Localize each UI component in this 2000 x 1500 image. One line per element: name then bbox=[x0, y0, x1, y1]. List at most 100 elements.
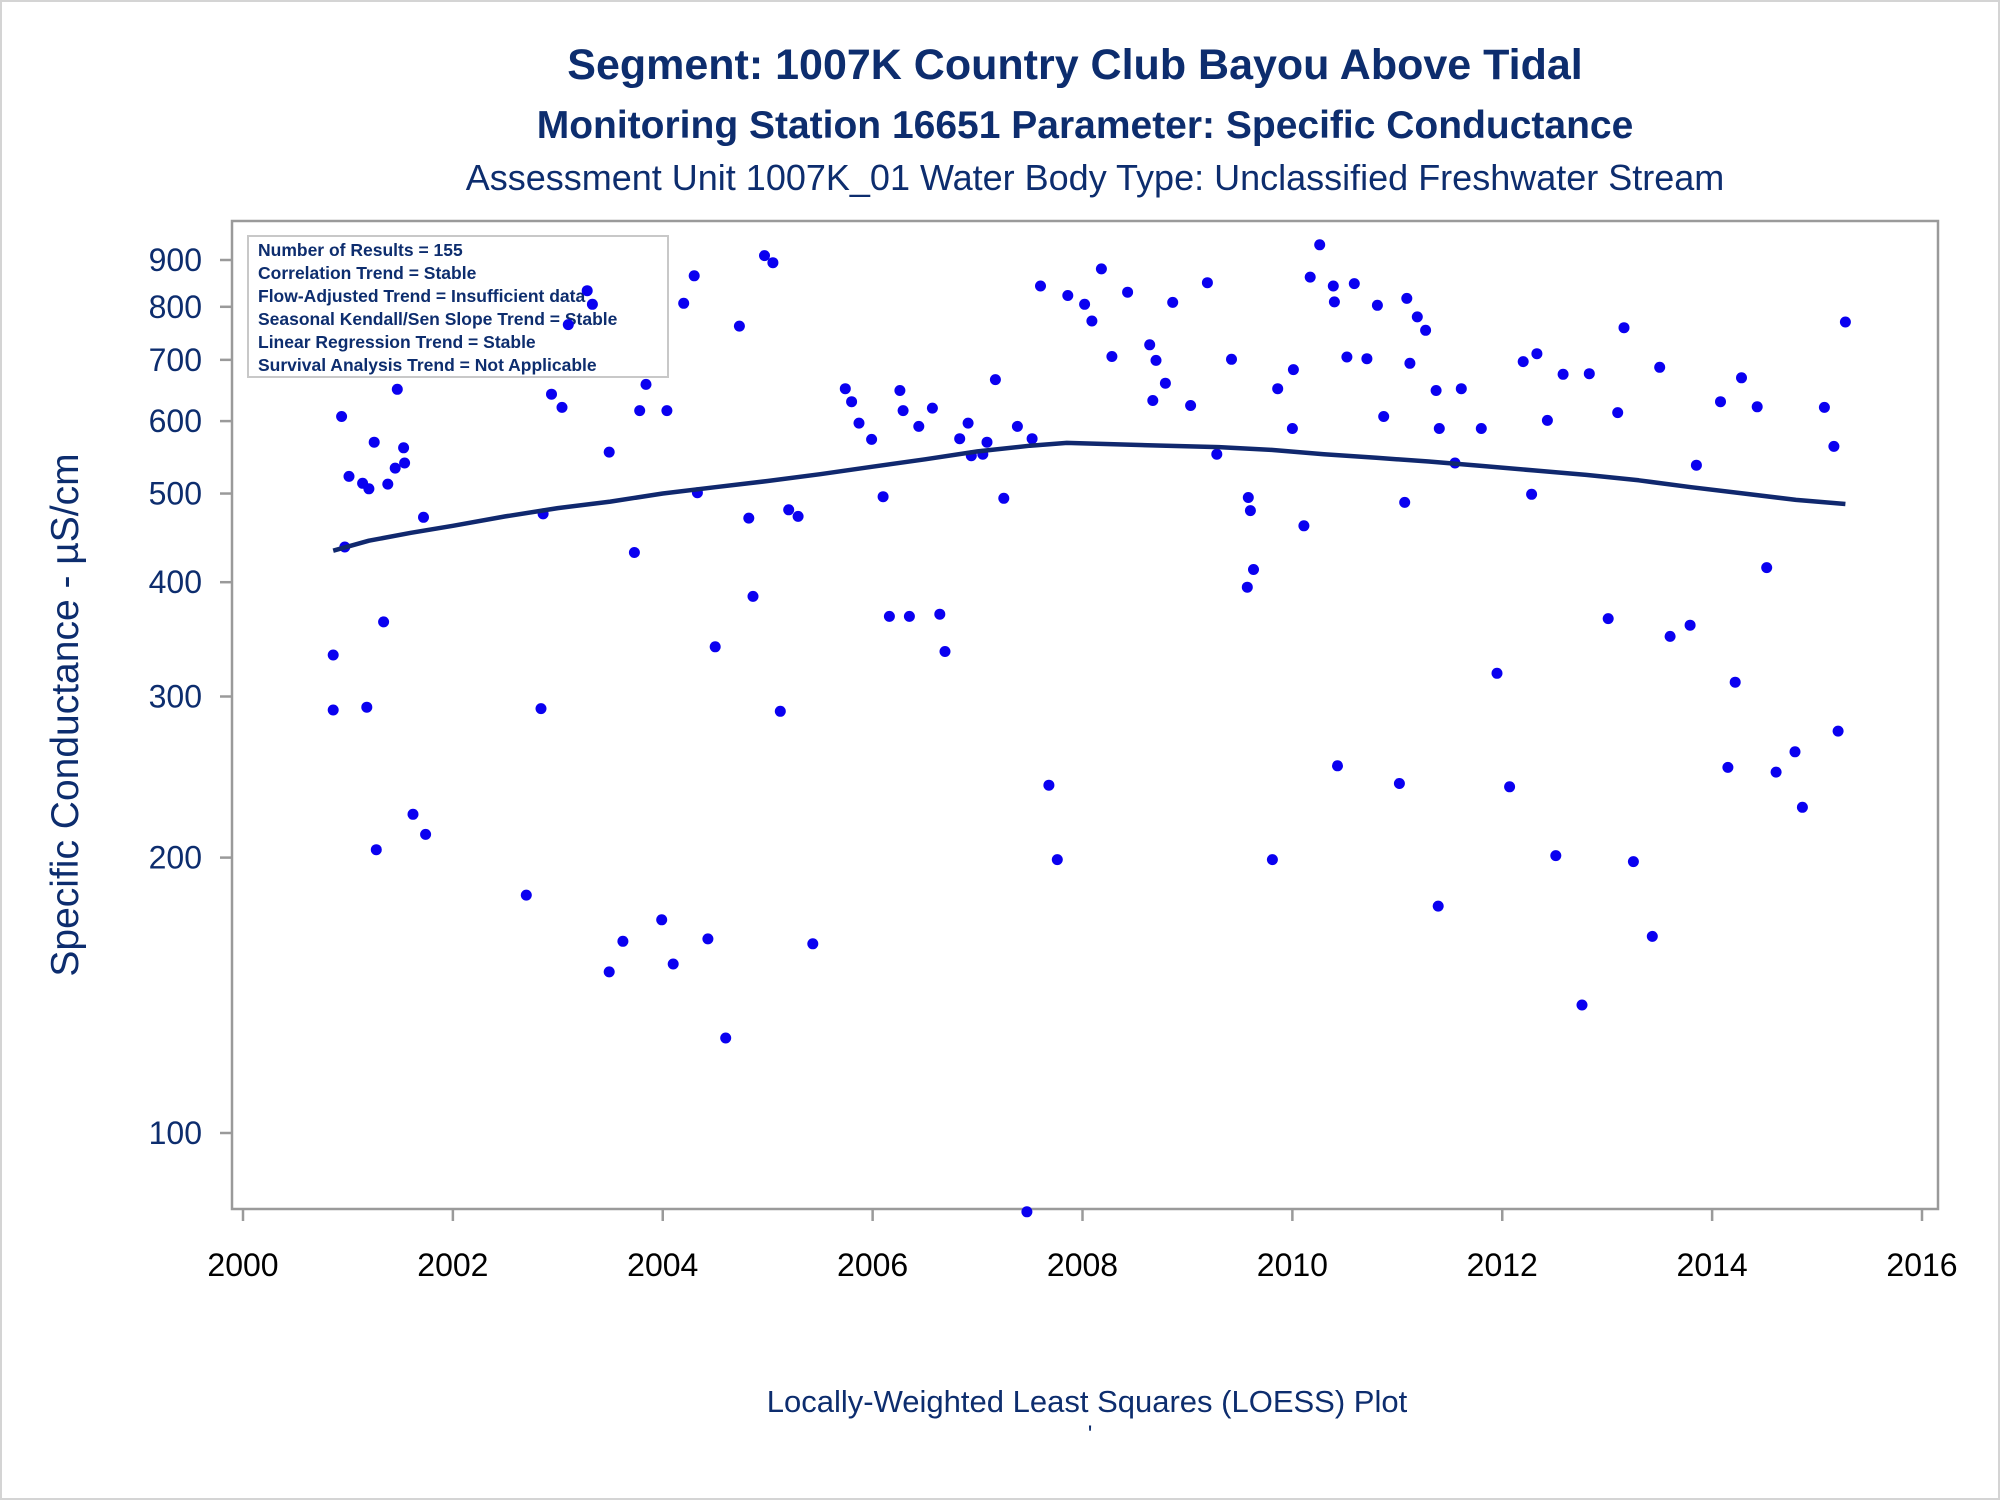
data-point bbox=[1349, 278, 1360, 289]
data-point bbox=[775, 706, 786, 717]
loess-chart: Segment: 1007K Country Club Bayou Above … bbox=[0, 0, 2000, 1500]
data-point bbox=[1420, 325, 1431, 336]
data-point bbox=[678, 298, 689, 309]
data-point bbox=[1378, 411, 1389, 422]
data-point bbox=[1840, 317, 1851, 328]
data-point bbox=[1160, 378, 1171, 389]
data-point bbox=[1619, 322, 1630, 333]
data-point bbox=[1242, 582, 1253, 593]
data-point bbox=[661, 405, 672, 416]
data-point bbox=[563, 319, 574, 330]
y-tick-label: 400 bbox=[149, 564, 202, 600]
data-point bbox=[1305, 272, 1316, 283]
data-point bbox=[689, 270, 700, 281]
x-tick-label: 2010 bbox=[1257, 1247, 1328, 1283]
data-point bbox=[1761, 562, 1772, 573]
data-point bbox=[743, 513, 754, 524]
data-point bbox=[582, 285, 593, 296]
data-point bbox=[1035, 281, 1046, 292]
data-point bbox=[1603, 613, 1614, 624]
data-point bbox=[604, 966, 615, 977]
data-point bbox=[371, 844, 382, 855]
data-point bbox=[710, 641, 721, 652]
data-point bbox=[398, 442, 409, 453]
stats-line-linear-regression: Linear Regression Trend = Stable bbox=[258, 332, 536, 352]
data-point bbox=[369, 437, 380, 448]
data-point bbox=[1736, 372, 1747, 383]
data-point bbox=[840, 383, 851, 394]
data-point bbox=[940, 646, 951, 657]
data-point bbox=[604, 447, 615, 458]
data-point bbox=[1628, 856, 1639, 867]
data-point bbox=[1248, 564, 1259, 575]
loess-curve bbox=[333, 443, 1845, 551]
data-point bbox=[1550, 850, 1561, 861]
data-point bbox=[382, 479, 393, 490]
data-point bbox=[1211, 449, 1222, 460]
data-point bbox=[990, 374, 1001, 385]
data-point bbox=[963, 418, 974, 429]
data-point bbox=[1185, 400, 1196, 411]
y-tick-label: 900 bbox=[149, 242, 202, 278]
data-point bbox=[1272, 383, 1283, 394]
y-tick-label: 600 bbox=[149, 403, 202, 439]
data-point bbox=[1504, 781, 1515, 792]
data-point bbox=[767, 257, 778, 268]
data-point bbox=[702, 933, 713, 944]
data-point bbox=[1685, 620, 1696, 631]
data-point bbox=[1243, 492, 1254, 503]
data-point bbox=[587, 299, 598, 310]
data-point bbox=[536, 703, 547, 714]
stats-legend-box: Number of Results = 155 Correlation Tren… bbox=[248, 236, 668, 377]
data-point bbox=[1542, 415, 1553, 426]
x-tick-label: 2012 bbox=[1467, 1247, 1538, 1283]
data-point bbox=[1412, 311, 1423, 322]
data-point bbox=[1096, 263, 1107, 274]
data-point bbox=[1797, 802, 1808, 813]
data-point bbox=[1332, 760, 1343, 771]
data-point bbox=[1021, 1206, 1032, 1217]
data-point bbox=[1043, 780, 1054, 791]
data-point bbox=[1691, 460, 1702, 471]
data-point bbox=[1584, 368, 1595, 379]
data-point bbox=[898, 405, 909, 416]
data-point bbox=[759, 250, 770, 261]
x-tick-label: 2004 bbox=[627, 1247, 698, 1283]
chart-title: Segment: 1007K Country Club Bayou Above … bbox=[567, 41, 1582, 89]
data-point bbox=[1167, 297, 1178, 308]
data-point bbox=[1730, 677, 1741, 688]
data-point bbox=[1288, 364, 1299, 375]
data-point bbox=[617, 936, 628, 947]
data-point bbox=[1790, 746, 1801, 757]
x-tick-label: 2016 bbox=[1886, 1247, 1957, 1283]
data-point bbox=[1828, 441, 1839, 452]
stats-line-correlation: Correlation Trend = Stable bbox=[258, 263, 477, 283]
x-axis: 2000 2002 2004 2006 2008 2010 2012 2014 2016 bbox=[207, 1209, 1957, 1283]
data-point bbox=[807, 938, 818, 949]
x-tick-label: 2006 bbox=[837, 1247, 908, 1283]
data-point bbox=[1665, 631, 1676, 642]
data-point bbox=[1476, 423, 1487, 434]
data-point bbox=[1456, 383, 1467, 394]
data-point bbox=[1394, 778, 1405, 789]
data-point bbox=[641, 379, 652, 390]
stats-line-flow-adjusted: Flow-Adjusted Trend = Insufficient data bbox=[258, 286, 585, 306]
data-point bbox=[927, 403, 938, 414]
data-point bbox=[1833, 726, 1844, 737]
data-point bbox=[390, 463, 401, 474]
data-point bbox=[1404, 358, 1415, 369]
data-point bbox=[904, 611, 915, 622]
data-point bbox=[1147, 395, 1158, 406]
data-point bbox=[399, 458, 410, 469]
data-point bbox=[734, 321, 745, 332]
data-point bbox=[854, 418, 865, 429]
data-point bbox=[1062, 290, 1073, 301]
data-point bbox=[656, 914, 667, 925]
data-point bbox=[634, 405, 645, 416]
data-point bbox=[1267, 854, 1278, 865]
data-point bbox=[546, 389, 557, 400]
data-point bbox=[1106, 351, 1117, 362]
stats-line-results: Number of Results = 155 bbox=[258, 240, 463, 260]
data-point bbox=[1771, 767, 1782, 778]
data-point bbox=[392, 384, 403, 395]
